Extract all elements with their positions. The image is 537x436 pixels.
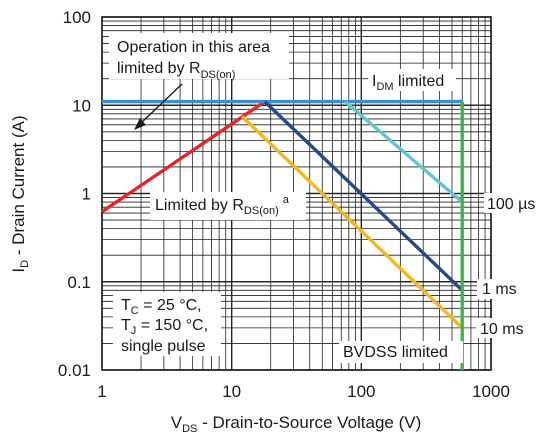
- x-axis-title: VDS - Drain-to-Source Voltage (V): [171, 413, 422, 435]
- bvdss-limited-label: BVDSS limited: [339, 341, 463, 363]
- svg-text:TC = 25 °C,: TC = 25 °C,: [121, 297, 202, 317]
- test-conditions: TC = 25 °C, TJ = 150 °C, single pulse: [113, 292, 221, 356]
- x-tick-label: 10: [222, 382, 241, 401]
- y-tick-label: 10: [72, 96, 91, 115]
- idm-limited-label: IDM limited: [368, 69, 456, 93]
- rdson-limit-label: Limited by RDS(on)a: [150, 192, 306, 220]
- y-tick-label: 0.01: [58, 361, 91, 380]
- svg-text:IDM limited: IDM limited: [372, 73, 444, 93]
- svg-text:100 µs: 100 µs: [487, 196, 535, 213]
- tick-labels: 1 10 100 1000 100 10 1 0.1 0.01: [58, 8, 510, 401]
- series-line-ms10: [240, 115, 464, 330]
- svg-text:1 ms: 1 ms: [482, 281, 517, 298]
- ms10-label: 10 ms: [476, 318, 532, 338]
- series-line-rdson: [101, 100, 266, 214]
- us100-label: 100 µs: [484, 193, 535, 213]
- operation-area-line2: limited by RDS(on): [117, 60, 235, 81]
- y-tick-label: 100: [63, 8, 91, 27]
- x-tick-label: 1000: [472, 382, 510, 401]
- series-line-us100: [343, 100, 464, 204]
- y-axis-title: ID - Drain Current (A): [9, 115, 31, 272]
- y-tick-label: 0.1: [67, 273, 91, 292]
- ms1-label: 1 ms: [477, 279, 525, 299]
- operation-area-note: Operation in this area limited by RDS(on…: [109, 33, 289, 81]
- svg-text:single pulse: single pulse: [121, 338, 206, 355]
- x-tick-label: 1: [97, 382, 106, 401]
- svg-text:Limited by RDS(on)a: Limited by RDS(on)a: [155, 194, 290, 217]
- operation-area-arrow: [134, 83, 183, 130]
- svg-text:TJ = 150 °C,: TJ = 150 °C,: [121, 317, 208, 337]
- series-line-ms1: [263, 100, 464, 292]
- x-tick-label: 100: [347, 382, 375, 401]
- svg-text:10 ms: 10 ms: [480, 321, 524, 338]
- svg-text:BVDSS limited: BVDSS limited: [343, 344, 448, 361]
- series-group: [101, 99, 464, 370]
- y-tick-label: 1: [82, 185, 91, 204]
- operation-area-line1: Operation in this area: [117, 39, 270, 56]
